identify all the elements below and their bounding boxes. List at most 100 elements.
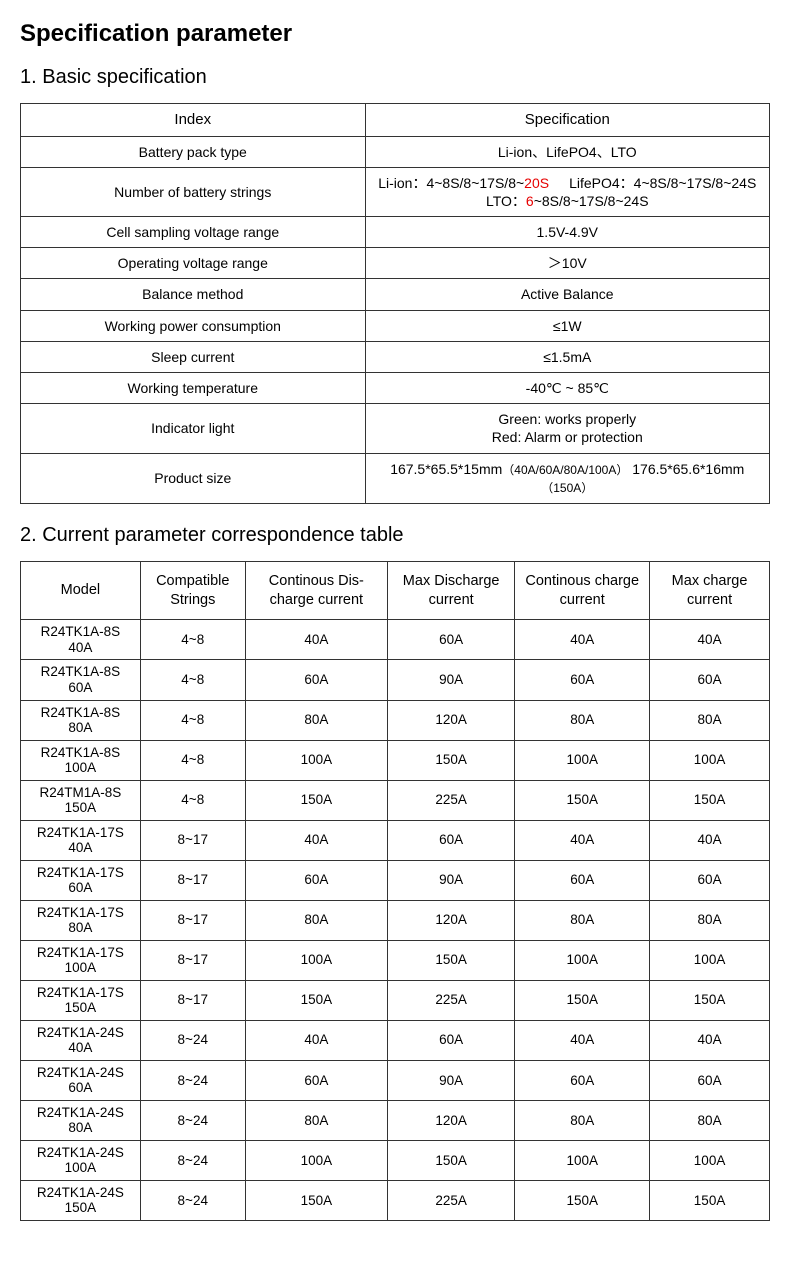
ccc-cell: 40A bbox=[515, 1020, 650, 1060]
model-cell: R24TK1A-24S100A bbox=[21, 1140, 141, 1180]
ccc-cell: 40A bbox=[515, 620, 650, 660]
model-cell: R24TK1A-8S80A bbox=[21, 700, 141, 740]
ccc-cell: 100A bbox=[515, 740, 650, 780]
table-row: Product size167.5*65.5*15mm（40A/60A/80A/… bbox=[21, 453, 770, 503]
model-cell: R24TK1A-8S40A bbox=[21, 620, 141, 660]
strings-cell: 4~8 bbox=[140, 620, 245, 660]
header-mcc: Max charge current bbox=[650, 561, 770, 620]
model-line2: 80A bbox=[27, 720, 134, 736]
cdc-cell: 150A bbox=[245, 780, 387, 820]
table-row: R24TK1A-8S80A4~880A120A80A80A bbox=[21, 700, 770, 740]
strings-cell: 8~24 bbox=[140, 1060, 245, 1100]
mdc-cell: 90A bbox=[387, 660, 514, 700]
model-line2: 100A bbox=[27, 760, 134, 776]
model-line1: R24TK1A-17S bbox=[27, 825, 134, 841]
strings-cell: 4~8 bbox=[140, 660, 245, 700]
table-row: Cell sampling voltage range1.5V-4.9V bbox=[21, 217, 770, 248]
mdc-cell: 120A bbox=[387, 1100, 514, 1140]
header-index: Index bbox=[21, 104, 366, 137]
cdc-cell: 40A bbox=[245, 820, 387, 860]
table-row: R24TK1A-24S80A8~2480A120A80A80A bbox=[21, 1100, 770, 1140]
indicator-red-text: Red: Alarm or protection bbox=[492, 428, 643, 446]
table-row: R24TK1A-8S40A4~840A60A40A40A bbox=[21, 620, 770, 660]
spec-text: ~8S/8~17S/8~24S bbox=[534, 193, 649, 209]
spec-index-cell: Cell sampling voltage range bbox=[21, 217, 366, 248]
strings-cell: 8~24 bbox=[140, 1140, 245, 1180]
model-line1: R24TK1A-24S bbox=[27, 1145, 134, 1161]
model-cell: R24TK1A-24S80A bbox=[21, 1100, 141, 1140]
model-cell: R24TM1A-8S150A bbox=[21, 780, 141, 820]
size-text: 167.5*65.5*15mm bbox=[390, 461, 502, 477]
model-line1: R24TK1A-8S bbox=[27, 745, 134, 761]
cdc-cell: 60A bbox=[245, 1060, 387, 1100]
mdc-cell: 120A bbox=[387, 700, 514, 740]
table-row: R24TK1A-24S40A8~2440A60A40A40A bbox=[21, 1020, 770, 1060]
spec-index-cell: Working power consumption bbox=[21, 310, 366, 341]
header-spec: Specification bbox=[365, 104, 769, 137]
cdc-cell: 150A bbox=[245, 980, 387, 1020]
spec-value-cell: ＞10V bbox=[365, 248, 769, 279]
model-cell: R24TK1A-17S150A bbox=[21, 980, 141, 1020]
model-line2: 60A bbox=[27, 1080, 134, 1096]
model-line2: 40A bbox=[27, 640, 134, 656]
model-line1: R24TK1A-17S bbox=[27, 945, 134, 961]
mcc-cell: 100A bbox=[650, 740, 770, 780]
spec-index-cell: Indicator light bbox=[21, 404, 366, 453]
table-row: R24TK1A-17S80A8~1780A120A80A80A bbox=[21, 900, 770, 940]
cdc-cell: 40A bbox=[245, 620, 387, 660]
spec-value-cell: ≤1W bbox=[365, 310, 769, 341]
table-row: R24TK1A-17S60A8~1760A90A60A60A bbox=[21, 860, 770, 900]
table-row: Working temperature-40℃ ~ 85℃ bbox=[21, 373, 770, 404]
cdc-cell: 80A bbox=[245, 700, 387, 740]
table-row: R24TK1A-17S150A8~17150A225A150A150A bbox=[21, 980, 770, 1020]
cdc-cell: 80A bbox=[245, 1100, 387, 1140]
current-param-table: Model Compatible Strings Continous Dis-c… bbox=[20, 561, 770, 1221]
table-row: Balance methodActive Balance bbox=[21, 279, 770, 310]
ccc-cell: 60A bbox=[515, 660, 650, 700]
spec-value-cell: 167.5*65.5*15mm（40A/60A/80A/100A） 176.5*… bbox=[365, 453, 769, 503]
model-line2: 100A bbox=[27, 960, 134, 976]
spec-value-cell: Li-ion：4~8S/8~17S/8~20SLifePO4：4~8S/8~17… bbox=[365, 167, 769, 216]
spec-value-cell: Active Balance bbox=[365, 279, 769, 310]
model-line2: 80A bbox=[27, 1120, 134, 1136]
cdc-cell: 100A bbox=[245, 740, 387, 780]
spec-text: LTO： bbox=[486, 193, 526, 209]
header-ccc: Continous charge current bbox=[515, 561, 650, 620]
model-cell: R24TK1A-24S150A bbox=[21, 1180, 141, 1220]
strings-cell: 8~17 bbox=[140, 860, 245, 900]
table-row: Number of battery stringsLi-ion：4~8S/8~1… bbox=[21, 167, 770, 216]
mcc-cell: 150A bbox=[650, 980, 770, 1020]
model-line1: R24TK1A-24S bbox=[27, 1025, 134, 1041]
cdc-cell: 60A bbox=[245, 660, 387, 700]
model-cell: R24TK1A-24S40A bbox=[21, 1020, 141, 1060]
mdc-cell: 150A bbox=[387, 1140, 514, 1180]
mdc-cell: 120A bbox=[387, 900, 514, 940]
mdc-cell: 60A bbox=[387, 620, 514, 660]
spec-index-cell: Product size bbox=[21, 453, 366, 503]
mdc-cell: 60A bbox=[387, 820, 514, 860]
ccc-cell: 80A bbox=[515, 1100, 650, 1140]
table-row: R24TK1A-8S60A4~860A90A60A60A bbox=[21, 660, 770, 700]
model-cell: R24TK1A-8S100A bbox=[21, 740, 141, 780]
ccc-cell: 40A bbox=[515, 820, 650, 860]
spec-value-cell: 1.5V-4.9V bbox=[365, 217, 769, 248]
mdc-cell: 225A bbox=[387, 980, 514, 1020]
mdc-cell: 225A bbox=[387, 1180, 514, 1220]
strings-cell: 4~8 bbox=[140, 700, 245, 740]
model-line2: 60A bbox=[27, 680, 134, 696]
table-row: R24TM1A-8S150A4~8150A225A150A150A bbox=[21, 780, 770, 820]
model-line1: R24TK1A-17S bbox=[27, 905, 134, 921]
table-row: Sleep current≤1.5mA bbox=[21, 341, 770, 372]
model-line1: R24TK1A-24S bbox=[27, 1185, 134, 1201]
section2-title: 2. Current parameter correspondence tabl… bbox=[20, 524, 770, 547]
model-cell: R24TK1A-8S60A bbox=[21, 660, 141, 700]
mdc-cell: 150A bbox=[387, 740, 514, 780]
ccc-cell: 100A bbox=[515, 940, 650, 980]
strings-cell: 8~17 bbox=[140, 820, 245, 860]
table-row: R24TK1A-24S150A8~24150A225A150A150A bbox=[21, 1180, 770, 1220]
model-line2: 60A bbox=[27, 880, 134, 896]
cdc-cell: 100A bbox=[245, 1140, 387, 1180]
mdc-cell: 225A bbox=[387, 780, 514, 820]
cdc-cell: 80A bbox=[245, 900, 387, 940]
mdc-cell: 150A bbox=[387, 940, 514, 980]
